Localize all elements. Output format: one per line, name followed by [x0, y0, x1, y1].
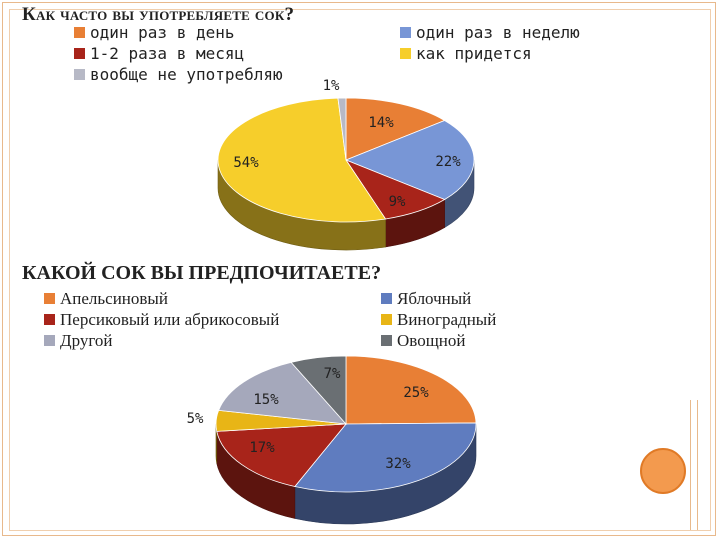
legend-swatch: [44, 293, 55, 304]
pie-data-label: 25%: [403, 385, 429, 401]
legend-swatch: [74, 48, 85, 59]
pie-data-label: 7%: [324, 366, 341, 382]
slide-frame-inner: [9, 9, 711, 531]
pie-slice: [345, 97, 446, 161]
pie-labels: 25% 32% 17% 5% 15% 7%: [187, 366, 430, 472]
pie-data-label: 14%: [368, 115, 394, 131]
pie-tops: [217, 97, 475, 223]
pie-data-label: 22%: [435, 154, 461, 170]
chart-1-title: Как часто вы употребляете сок?: [22, 4, 295, 25]
legend-label: Апельсиновый: [60, 289, 168, 308]
legend-item: Овощной: [381, 330, 496, 351]
pie-slice: [294, 422, 477, 493]
pie-data-label: 32%: [385, 456, 411, 472]
legend-item: Другой: [44, 330, 279, 351]
chart-1-legend-right: один раз в неделю как придется: [400, 22, 580, 64]
legend-item: Персиковый или абрикосовый: [44, 309, 279, 330]
legend-label: один раз в день: [90, 23, 235, 42]
pie-slice: [217, 97, 387, 223]
pie-data-label: 1%: [323, 78, 340, 94]
pie-slice: [216, 423, 347, 487]
legend-swatch: [381, 293, 392, 304]
legend-swatch: [381, 314, 392, 325]
legend-label: как придется: [416, 44, 532, 63]
legend-swatch: [44, 335, 55, 346]
legend-label: Яблочный: [397, 289, 472, 308]
pie-labels: 14% 22% 9% 54% 1%: [233, 78, 461, 210]
pie-data-label: 15%: [253, 392, 279, 408]
decorative-line-right: [697, 400, 698, 530]
legend-label: Другой: [60, 331, 113, 350]
pie-data-label: 17%: [249, 440, 275, 456]
legend-item: как придется: [400, 43, 580, 64]
pie-slice: [337, 97, 347, 161]
legend-item: один раз в день: [74, 22, 283, 43]
legend-item: один раз в неделю: [400, 22, 580, 43]
chart-1-legend-left: один раз в день 1-2 раза в месяц вообще не…: [74, 22, 283, 85]
pie-tops: [215, 355, 477, 493]
legend-label: один раз в неделю: [416, 23, 580, 42]
pie-data-label: 9%: [389, 194, 406, 210]
legend-item: Апельсиновый: [44, 288, 279, 309]
chart-2-legend-left: Апельсиновый Персиковый или абрикосовый Др…: [44, 288, 279, 351]
pie-data-label: 54%: [233, 155, 259, 171]
legend-label: вообще не употребляю: [90, 65, 283, 84]
chart-2-title: КАКОЙ СОК ВЫ ПРЕДПОЧИТАЕТЕ?: [22, 262, 382, 284]
chart-2-legend-right: Яблочный Виноградный Овощной: [381, 288, 496, 351]
legend-swatch: [44, 314, 55, 325]
pie-slice: [218, 361, 347, 425]
pie-slice: [290, 355, 347, 426]
legend-swatch: [400, 48, 411, 59]
pie-slice: [344, 120, 475, 200]
legend-item: вообще не употребляю: [74, 64, 283, 85]
pie-data-label: 5%: [187, 411, 204, 427]
legend-swatch: [400, 27, 411, 38]
legend-label: Овощной: [397, 331, 466, 350]
legend-label: Виноградный: [397, 310, 497, 329]
decorative-circle: [640, 448, 686, 494]
decorative-line-left: [690, 400, 691, 530]
legend-item: Яблочный: [381, 288, 496, 309]
legend-item: 1-2 раза в месяц: [74, 43, 283, 64]
legend-label: 1-2 раза в месяц: [90, 44, 245, 63]
legend-swatch: [74, 69, 85, 80]
legend-item: Виноградный: [381, 309, 496, 330]
legend-label: Персиковый или абрикосовый: [60, 310, 280, 329]
legend-swatch: [74, 27, 85, 38]
legend-swatch: [381, 335, 392, 346]
pie-slice: [345, 355, 477, 425]
